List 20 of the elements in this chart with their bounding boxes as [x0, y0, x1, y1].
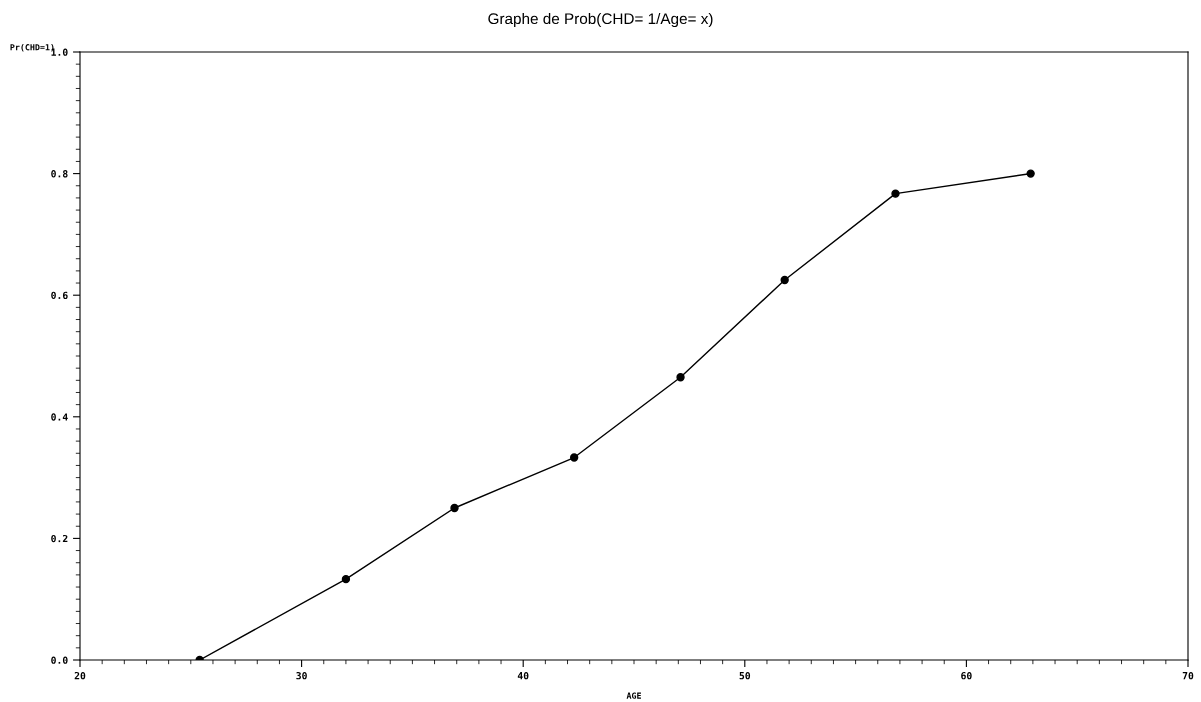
point	[570, 453, 579, 462]
x-axis-title: AGE	[626, 692, 641, 699]
x-tick-label: 30	[296, 671, 307, 680]
y-tick-label: 0.8	[51, 170, 68, 178]
x-tick-label: 60	[961, 671, 972, 680]
point	[676, 373, 685, 382]
point	[780, 275, 789, 285]
point	[891, 189, 900, 198]
chart-title: Graphe de Prob(CHD= 1/Age= x)	[488, 12, 713, 28]
x-tick-label: 20	[74, 671, 86, 680]
point	[341, 574, 351, 584]
point	[1026, 169, 1035, 178]
x-tick-label: 40	[517, 671, 529, 680]
x-tick-label: 70	[1182, 671, 1194, 680]
y-tick-label: 0.0	[51, 656, 68, 664]
y-tick-label: 0.2	[51, 534, 68, 543]
x-tick-label: 50	[739, 671, 751, 680]
point	[450, 503, 459, 513]
y-tick-label: 0.6	[51, 291, 68, 300]
y-tick-label: 0.4	[51, 413, 68, 421]
